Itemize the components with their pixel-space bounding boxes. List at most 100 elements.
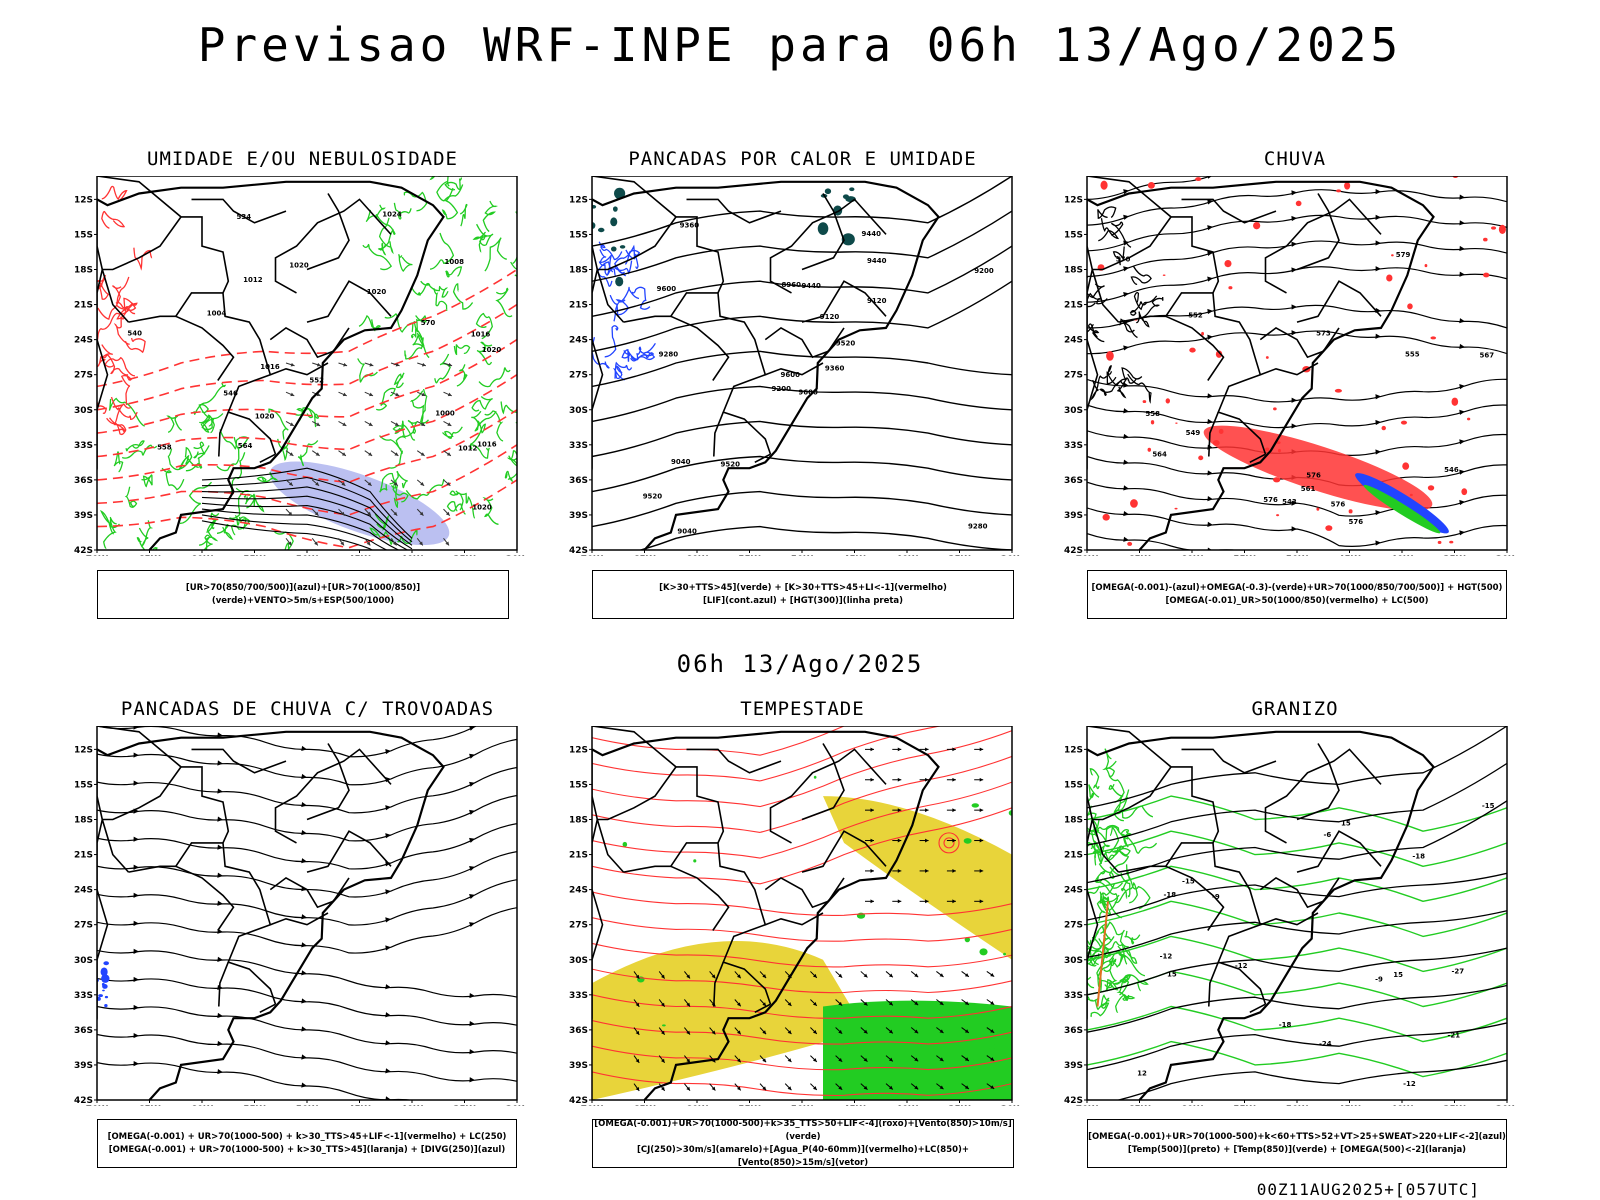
wind-vector-head [711, 1086, 716, 1091]
wind-vector-head [445, 541, 450, 546]
lon-tick-label: 55W [738, 555, 761, 556]
lc850-red-line [592, 1045, 1012, 1071]
contour-label: 1000 [435, 409, 455, 417]
wind850-green-area [963, 838, 972, 844]
lat-tick-label: 24S [74, 336, 93, 346]
isobar-line [201, 476, 413, 543]
state-border [1087, 726, 1267, 1005]
humidity-green-contour [445, 266, 463, 278]
stream-arrow [469, 865, 475, 871]
contour-label: 576 [1306, 471, 1321, 479]
wind-vector-head [447, 392, 452, 397]
lat-tick-label: 15S [74, 230, 93, 240]
state-border [269, 876, 350, 909]
temp850-green-contour [1087, 795, 1507, 832]
wind-vector-head [368, 452, 373, 456]
lat-tick-label: 36S [74, 1026, 93, 1036]
rain-red-area [1106, 351, 1114, 361]
divergence-blue-area [102, 984, 108, 989]
humidity-green-contour [471, 396, 493, 412]
wind850-green-area [1008, 810, 1012, 816]
lat-tick-label: 24S [569, 886, 588, 896]
stream-arrow [385, 1068, 391, 1074]
jet-yellow-area [823, 796, 1012, 960]
wind-vector-head [686, 1030, 691, 1035]
legend-tempestade: [OMEGA(-0.001)+UR>70(1000-500)+k>35_TTS>… [592, 1119, 1014, 1168]
humidity-green-contour [99, 509, 117, 535]
humidity-green-contour [219, 429, 249, 450]
divergence-blue-area [98, 994, 103, 998]
rain-red-area [1424, 263, 1428, 268]
lon-tick-label: 65W [1128, 555, 1151, 556]
stream-arrow [1207, 470, 1213, 476]
wind-vector-head [979, 899, 984, 904]
rain-red-area [1265, 447, 1270, 452]
contour-line [1130, 265, 1152, 285]
contour-line [1127, 373, 1152, 404]
rain-red-area [1316, 507, 1320, 511]
wind-vector-head [897, 808, 902, 813]
wind-vector-head [446, 481, 451, 486]
lif-blue-contour [596, 261, 614, 287]
wind-vector-head [838, 1029, 843, 1034]
hgt300-contour [592, 455, 1012, 493]
state-border [1249, 453, 1266, 464]
state-border [1181, 198, 1277, 224]
map-layer [592, 726, 1012, 1100]
coastline [97, 730, 445, 1100]
wind-vector-head [952, 838, 956, 843]
lif-blue-contour [592, 337, 610, 369]
stream-arrow [217, 1012, 223, 1019]
lat-tick-label: 15S [569, 230, 588, 240]
stream-arrow [1291, 267, 1297, 273]
temp850-green-contour [1089, 768, 1100, 790]
state-border [191, 198, 287, 224]
thickness-dashed-line [97, 479, 517, 549]
stream-arrow [301, 914, 307, 920]
lon-tick-label: 45W [348, 555, 371, 556]
streamline [97, 907, 517, 954]
lon-tick-label: 50W [791, 1105, 814, 1106]
wind-vector-head [838, 1057, 843, 1062]
humidity-green-contour [216, 524, 234, 541]
humidity-green-contour [103, 519, 120, 549]
wind-vector-head [787, 1086, 792, 1091]
lat-tick-label: 33S [1064, 991, 1083, 1001]
rain-red-area [1127, 541, 1133, 546]
lat-tick-label: 24S [569, 336, 588, 346]
wind-vector-head [863, 973, 868, 978]
rain-red-area [1483, 237, 1488, 242]
wind-vector-head [870, 777, 874, 782]
rain-red-area [1189, 347, 1196, 353]
lc850-red-line [592, 994, 1012, 1019]
lon-tick-label: 60W [191, 1105, 214, 1106]
humidity-green-contour [268, 408, 289, 440]
lat-tick-label: 30S [569, 406, 588, 416]
lon-tick-label: 50W [1286, 1105, 1309, 1106]
humidity-green-contour [256, 471, 279, 483]
stream-arrow [1459, 220, 1465, 226]
humidity-green-contour [141, 474, 153, 488]
legend-trovoadas: [OMEGA(-0.001) + UR>70(1000-500) + k>30_… [97, 1119, 517, 1168]
streamline [1087, 481, 1507, 517]
state-border [596, 766, 677, 873]
contour-line [1099, 380, 1126, 397]
stream-arrow [1375, 419, 1381, 426]
divergence-blue-area [102, 989, 105, 992]
thickness-dashed-line [97, 303, 517, 411]
stream-arrow [133, 892, 139, 898]
main-title: Previsao WRF-INPE para 06h 13/Ago/2025 [197, 18, 1403, 72]
stream-arrow [1375, 333, 1381, 339]
stream-arrow [301, 998, 307, 1004]
rain-red-area [1276, 514, 1280, 517]
map-chuva: 12S 15S 18S 21S 24S 27S 30S 33S 36S 39S 42S70W 65W 6… [1064, 176, 1515, 556]
wind-vector-head [979, 838, 984, 843]
stream-arrow [1291, 304, 1297, 310]
lon-tick-label: 45W [1338, 555, 1361, 556]
teal-area [817, 222, 829, 235]
wind-vector-head [897, 838, 902, 843]
stream-arrow [1459, 194, 1465, 200]
wind-vector-head [964, 1085, 969, 1089]
contour-line [1087, 323, 1105, 343]
lat-tick-label: 42S [1064, 1096, 1083, 1106]
